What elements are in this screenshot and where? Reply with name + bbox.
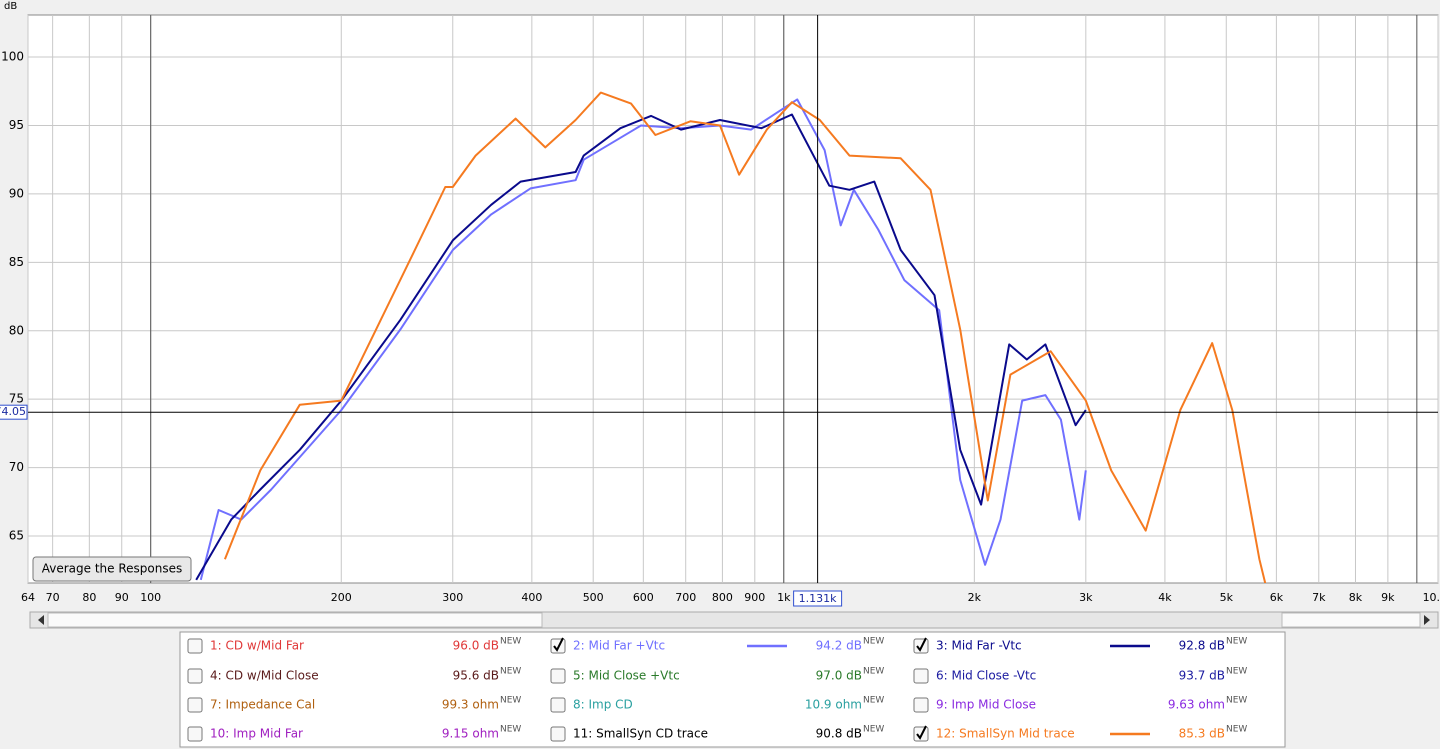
legend-label[interactable]: 4: CD w/Mid Close bbox=[210, 669, 319, 683]
y-tick-label: 100 bbox=[1, 50, 24, 64]
x-tick-label: 70 bbox=[46, 591, 60, 604]
legend-label[interactable]: 10: Imp Mid Far bbox=[210, 727, 303, 741]
legend-checkbox[interactable] bbox=[550, 697, 566, 713]
legend-checkbox[interactable] bbox=[187, 668, 203, 684]
legend-badge: NEW bbox=[1226, 667, 1247, 677]
legend-checkbox[interactable] bbox=[187, 697, 203, 713]
x-tick-label: 64 bbox=[21, 591, 35, 604]
legend-badge: NEW bbox=[1226, 696, 1247, 706]
scroll-right[interactable] bbox=[1424, 615, 1430, 625]
scroll-thumb[interactable] bbox=[47, 612, 543, 628]
legend-label[interactable]: 6: Mid Close -Vtc bbox=[936, 669, 1036, 683]
legend-value: 96.0 dB bbox=[453, 639, 499, 653]
x-tick-label: 300 bbox=[442, 591, 463, 604]
legend-badge: NEW bbox=[863, 725, 884, 735]
legend-badge: NEW bbox=[863, 637, 884, 647]
legend-badge: NEW bbox=[863, 667, 884, 677]
y-tick-label: 75 bbox=[9, 392, 24, 406]
legend-label[interactable]: 11: SmallSyn CD trace bbox=[573, 727, 708, 741]
legend-label[interactable]: 8: Imp CD bbox=[573, 698, 633, 712]
legend-panel bbox=[179, 631, 1286, 748]
x-tick-label: 80 bbox=[82, 591, 96, 604]
scroll-thumb[interactable] bbox=[1281, 612, 1421, 628]
x-tick-label: 500 bbox=[583, 591, 604, 604]
x-tick-label: 3k bbox=[1079, 591, 1093, 604]
legend-checkbox[interactable] bbox=[550, 668, 566, 684]
legend-value: 93.7 dB bbox=[1179, 669, 1225, 683]
legend-value: 9.15 ohm bbox=[442, 727, 499, 741]
scroll-left[interactable] bbox=[38, 615, 44, 625]
legend-label[interactable]: 7: Impedance Cal bbox=[210, 698, 315, 712]
y-tick-label: 85 bbox=[9, 255, 24, 269]
x-tick-label: 900 bbox=[744, 591, 765, 604]
legend-checkbox[interactable] bbox=[913, 697, 929, 713]
legend-value: 9.63 ohm bbox=[1168, 698, 1225, 712]
legend-label[interactable]: 5: Mid Close +Vtc bbox=[573, 669, 680, 683]
legend-value: 10.9 ohm bbox=[805, 698, 862, 712]
legend-badge: NEW bbox=[500, 637, 521, 647]
y-tick-label: 90 bbox=[9, 186, 24, 200]
legend-checkbox[interactable] bbox=[187, 638, 203, 654]
check-mark[interactable] bbox=[916, 725, 927, 740]
legend-value: 94.2 dB bbox=[816, 639, 862, 653]
legend-badge: NEW bbox=[500, 696, 521, 706]
legend-checkbox[interactable] bbox=[913, 668, 929, 684]
cursor-y-label: 74.05 bbox=[0, 405, 26, 418]
x-tick-label: 90 bbox=[115, 591, 129, 604]
x-tick-label: 8k bbox=[1349, 591, 1363, 604]
legend-label[interactable]: 2: Mid Far +Vtc bbox=[573, 639, 665, 653]
x-tick-label: 2k bbox=[968, 591, 982, 604]
legend-value: 95.6 dB bbox=[453, 669, 499, 683]
legend-value: 90.8 dB bbox=[816, 727, 862, 741]
x-tick-label: 400 bbox=[521, 591, 542, 604]
cursor-y-box bbox=[0, 404, 28, 420]
average-button[interactable] bbox=[32, 556, 192, 582]
legend-value: 92.8 dB bbox=[1179, 639, 1225, 653]
plot-area bbox=[27, 14, 1439, 584]
legend-label[interactable]: 3: Mid Far -Vtc bbox=[936, 639, 1022, 653]
x-tick-label: 200 bbox=[331, 591, 352, 604]
check-mark[interactable] bbox=[916, 637, 927, 652]
x-tick-label: 100 bbox=[140, 591, 161, 604]
legend-checkbox[interactable] bbox=[187, 726, 203, 742]
y-tick-label: 65 bbox=[9, 529, 24, 543]
y-tick-label: 95 bbox=[9, 118, 24, 132]
legend-badge: NEW bbox=[863, 696, 884, 706]
legend-badge: NEW bbox=[500, 725, 521, 735]
legend-label[interactable]: 1: CD w/Mid Far bbox=[210, 639, 304, 653]
cursor-x-box bbox=[793, 590, 843, 607]
x-tick-label: 4k bbox=[1158, 591, 1172, 604]
x-tick-label: 10.8k bbox=[1423, 591, 1440, 604]
legend-label[interactable]: 9: Imp Mid Close bbox=[936, 698, 1036, 712]
legend-value: 85.3 dB bbox=[1179, 727, 1225, 741]
y-tick-label: 80 bbox=[9, 323, 24, 337]
x-tick-label: 800 bbox=[712, 591, 733, 604]
legend-badge: NEW bbox=[1226, 637, 1247, 647]
check-mark[interactable] bbox=[553, 637, 564, 652]
cursor-x-label: 1.131k bbox=[799, 592, 837, 605]
legend-badge: NEW bbox=[1226, 725, 1247, 735]
response-trace bbox=[199, 98, 1087, 581]
x-tick-label: 7k bbox=[1312, 591, 1326, 604]
y-tick-label: 70 bbox=[9, 460, 24, 474]
x-tick-label: 1k bbox=[777, 591, 791, 604]
x-tick-label: 5k bbox=[1220, 591, 1234, 604]
legend-badge: NEW bbox=[500, 667, 521, 677]
x-tick-label: 6k bbox=[1270, 591, 1284, 604]
x-tick-label: 700 bbox=[675, 591, 696, 604]
legend-checkbox[interactable] bbox=[550, 726, 566, 742]
x-tick-label: 9k bbox=[1381, 591, 1395, 604]
average-button-label[interactable]: Average the Responses bbox=[42, 562, 182, 576]
legend-value: 99.3 ohm bbox=[442, 698, 499, 712]
y-unit: dB bbox=[4, 1, 17, 12]
response-trace bbox=[195, 113, 1087, 581]
legend-label[interactable]: 12: SmallSyn Mid trace bbox=[936, 727, 1075, 741]
response-trace bbox=[223, 91, 1267, 583]
x-tick-label: 600 bbox=[633, 591, 654, 604]
legend-value: 97.0 dB bbox=[816, 669, 862, 683]
